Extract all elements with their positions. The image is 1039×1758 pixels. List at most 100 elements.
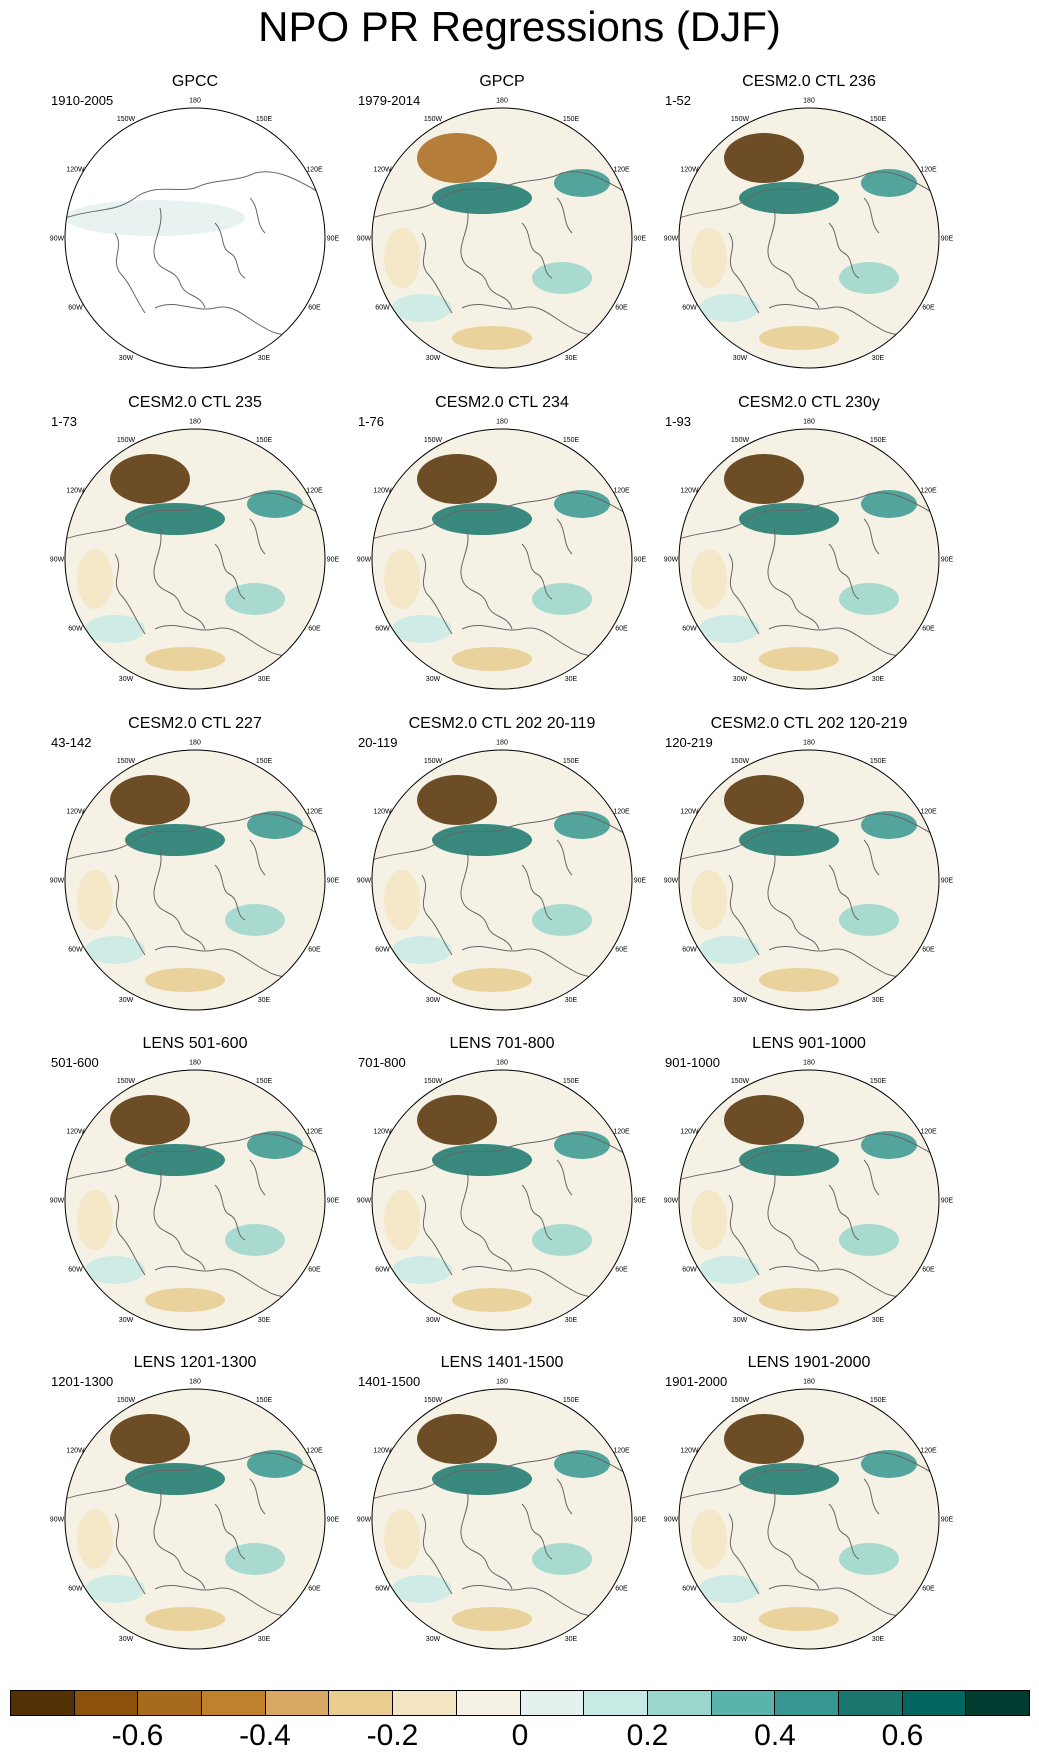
map-panel: CESM2.0 CTL 202 120-219 180 150E 120E 90E 60E… <box>659 714 959 1014</box>
longitude-label: 60E <box>308 1267 321 1274</box>
longitude-label: 60W <box>68 1267 83 1274</box>
longitude-label: 90E <box>941 878 954 885</box>
longitude-label: 120E <box>613 1448 630 1455</box>
coastline <box>214 864 246 921</box>
colorbar-box <box>202 1691 266 1715</box>
anomaly-region <box>85 1256 145 1284</box>
colorbar-box <box>138 1691 203 1715</box>
anomaly-region <box>554 1131 610 1159</box>
anomaly-region <box>432 503 532 535</box>
coastline <box>114 232 146 314</box>
colorbar-tick-label: 0.4 <box>754 1719 796 1752</box>
anomaly-region <box>432 1144 532 1176</box>
coastline <box>249 1478 266 1515</box>
coastline <box>153 207 206 309</box>
longitude-label: 120E <box>613 1129 630 1136</box>
longitude-label: 90W <box>50 1198 65 1205</box>
anomaly-region <box>384 228 420 288</box>
panel-period: 1979-2014 <box>358 93 421 108</box>
coastline <box>249 839 266 876</box>
colorbar-box <box>711 1691 776 1715</box>
anomaly-region <box>839 904 899 936</box>
longitude-label: 180 <box>496 740 508 747</box>
anomaly-region <box>77 870 113 930</box>
coastline <box>556 518 573 555</box>
longitude-label: 60W <box>68 305 83 312</box>
longitude-label: 150E <box>870 758 887 765</box>
longitude-label: 60E <box>615 1267 628 1274</box>
longitude-label: 120W <box>66 167 85 174</box>
coastline <box>421 874 453 956</box>
map-panel: CESM2.0 CTL 234180150E120E90E60E30E030W6… <box>352 393 652 693</box>
page-title: NPO PR Regressions (DJF) <box>258 3 781 50</box>
anomaly-region <box>839 1543 899 1575</box>
colorbar-tick-label: -0.6 <box>111 1719 164 1752</box>
anomaly-region <box>77 549 113 609</box>
longitude-label: 120E <box>920 488 937 495</box>
longitude-label: 30E <box>872 997 885 1004</box>
anomaly-region <box>452 326 532 350</box>
polar-map: 180150E120E90E60E30E030W60W90W120W150W <box>664 98 954 369</box>
anomaly-region <box>145 1288 225 1312</box>
longitude-label: 90E <box>327 1198 340 1205</box>
longitude-label: 120W <box>680 1448 699 1455</box>
coastline <box>828 1503 860 1560</box>
panel-period: 120-219 <box>665 735 713 750</box>
anomaly-region <box>225 583 285 615</box>
anomaly-region <box>392 615 452 643</box>
anomaly-region <box>691 1509 727 1569</box>
panel-period: 901-1000 <box>665 1055 720 1070</box>
map-background <box>65 108 325 368</box>
longitude-label: 150W <box>731 758 750 765</box>
coastline <box>679 813 935 861</box>
longitude-label: 90W <box>50 557 65 564</box>
polar-map: 180150E120E90E60E30E030W60W90W120W150W <box>50 1060 340 1331</box>
longitude-label: 180 <box>803 1379 815 1386</box>
coastline <box>114 874 146 956</box>
coastline <box>828 222 860 279</box>
coastline <box>460 207 513 309</box>
coastline <box>372 1133 628 1181</box>
longitude-label: 60W <box>682 947 697 954</box>
coastline <box>153 849 206 951</box>
coastline <box>521 864 553 921</box>
anomaly-region <box>417 775 497 825</box>
anomaly-region <box>452 1288 532 1312</box>
map-border <box>64 1069 326 1331</box>
coastline <box>153 528 206 630</box>
longitude-label: 150W <box>731 1397 750 1404</box>
longitude-label: 30W <box>733 355 748 362</box>
anomaly-region <box>724 1095 804 1145</box>
longitude-label: 90W <box>357 236 372 243</box>
map-border <box>678 1069 940 1331</box>
panel-title: GPCP <box>479 73 525 90</box>
anomaly-region <box>432 182 532 214</box>
panel-title: CESM2.0 CTL 236 <box>742 73 876 90</box>
longitude-label: 120E <box>920 809 937 816</box>
longitude-label: 30E <box>565 997 578 1004</box>
map-panel: LENS 701-800180150E120E90E60E30E030W60W9… <box>352 1034 652 1334</box>
map-border <box>64 749 326 1011</box>
panel-period: 1910-2005 <box>51 93 114 108</box>
anomaly-region <box>225 904 285 936</box>
colorbar-box <box>966 1691 1029 1715</box>
map-border <box>371 107 633 369</box>
anomaly-region <box>739 182 839 214</box>
polar-map: 180150E120E90E60E30E030W60W90W120W150W <box>357 740 647 1011</box>
anomaly-region <box>532 1224 592 1256</box>
longitude-label: 60W <box>375 947 390 954</box>
anomaly-region <box>532 262 592 294</box>
anomaly-region <box>65 200 245 236</box>
panel-period: 20-119 <box>358 735 398 750</box>
panel-period: 1-93 <box>665 414 692 429</box>
longitude-label: 60E <box>615 1586 628 1593</box>
coastline <box>828 1184 860 1241</box>
longitude-label: 180 <box>189 98 201 105</box>
colorbar-box <box>456 1691 521 1715</box>
anomaly-region <box>554 490 610 518</box>
coastline <box>767 849 820 951</box>
coastline <box>728 1513 760 1595</box>
longitude-label: 90W <box>664 557 679 564</box>
longitude-label: 30E <box>872 676 885 683</box>
panel-period: 1401-1500 <box>358 1374 421 1389</box>
